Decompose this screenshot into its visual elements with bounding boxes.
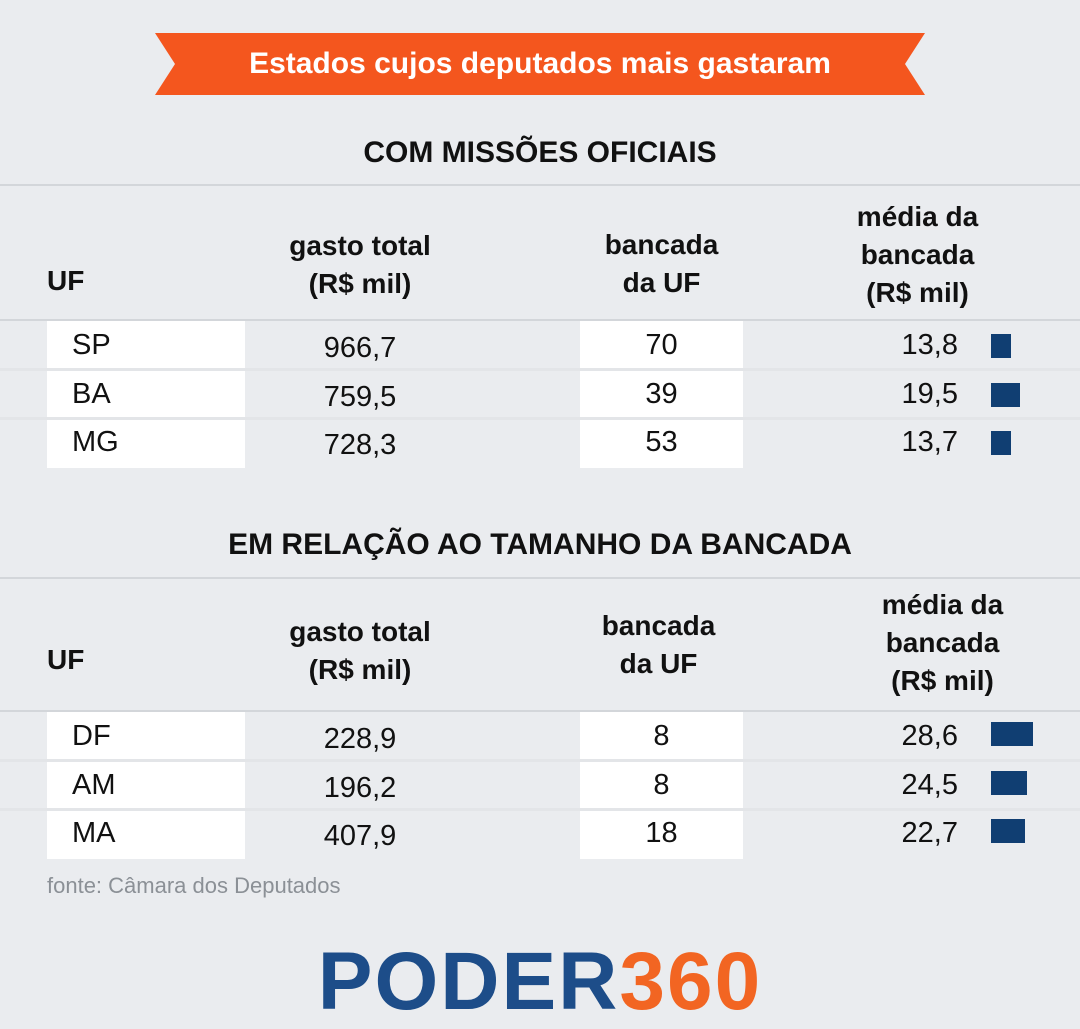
cell-media: 13,7 (901, 426, 958, 458)
section-title-tamanho: EM RELAÇÃO AO TAMANHO DA BANCADA (228, 528, 852, 561)
media-bar (991, 431, 1011, 455)
cell-uf: BA (72, 378, 111, 410)
header-bancada-line2: da UF (619, 648, 698, 679)
title-banner: Estados cujos deputados mais gastaram (155, 33, 925, 95)
media-bar (991, 771, 1027, 795)
cell-uf: DF (72, 720, 111, 752)
row-divider (0, 808, 1080, 811)
cell-bancada: 53 (645, 426, 678, 458)
header-uf: UF (47, 265, 85, 296)
cell-gasto: 228,9 (323, 723, 397, 755)
header-gasto-line1: gasto total (289, 616, 431, 647)
header-media-line3: (R$ mil) (891, 665, 994, 696)
banner-ribbon-shape (155, 33, 925, 95)
poder360-logo: PODER360 (0, 935, 1080, 1029)
section-title-missoes: COM MISSÕES OFICIAIS (363, 136, 717, 169)
cell-uf: MA (72, 817, 116, 849)
header-bancada: bancada da UF (572, 607, 745, 683)
header-bancada: bancada da UF (575, 226, 748, 302)
header-media-line1: média da (881, 589, 1004, 620)
uf-column-bg (47, 321, 245, 468)
bancada-column-bg (580, 712, 743, 859)
cell-gasto: 966,7 (323, 332, 397, 364)
header-media-line3: (R$ mil) (866, 277, 969, 308)
header-gasto-line2: (R$ mil) (308, 654, 412, 685)
cell-bancada: 8 (653, 720, 670, 752)
bancada-column-bg (580, 321, 743, 468)
header-gasto-line1: gasto total (289, 230, 431, 261)
cell-media: 24,5 (901, 769, 958, 801)
header-gasto: gasto total (R$ mil) (245, 613, 475, 689)
row-divider (0, 417, 1080, 420)
media-bar (991, 334, 1011, 358)
cell-uf: MG (72, 426, 119, 458)
cell-gasto: 759,5 (323, 381, 397, 413)
header-uf: UF (47, 644, 85, 675)
cell-media: 19,5 (901, 378, 958, 410)
media-bar (991, 819, 1025, 843)
cell-media: 22,7 (901, 817, 958, 849)
source-note: fonte: Câmara dos Deputados (47, 873, 341, 898)
cell-gasto: 407,9 (323, 820, 397, 852)
banner-title: Estados cujos deputados mais gastaram (249, 47, 831, 80)
header-media-line2: bancada (860, 239, 975, 270)
header-media: média da bancada (R$ mil) (830, 198, 1005, 312)
cell-bancada: 18 (645, 817, 678, 849)
cell-bancada: 8 (653, 769, 670, 801)
header-bancada-line2: da UF (622, 267, 701, 298)
header-gasto-line2: (R$ mil) (308, 268, 412, 299)
logo-poder: PODER (317, 936, 620, 1027)
row-divider (0, 759, 1080, 762)
header-media: média da bancada (R$ mil) (855, 586, 1030, 700)
cell-bancada: 70 (645, 329, 678, 361)
divider (0, 710, 1080, 712)
cell-media: 28,6 (901, 720, 958, 752)
logo-360: 360 (619, 936, 763, 1027)
row-divider (0, 368, 1080, 371)
cell-gasto: 196,2 (323, 772, 397, 804)
divider (0, 319, 1080, 321)
uf-column-bg (47, 712, 245, 859)
divider (0, 184, 1080, 186)
cell-uf: AM (72, 769, 116, 801)
cell-media: 13,8 (901, 329, 958, 361)
cell-bancada: 39 (645, 378, 678, 410)
cell-uf: SP (72, 329, 111, 361)
header-bancada-line1: bancada (604, 229, 719, 260)
media-bar (991, 722, 1033, 746)
cell-gasto: 728,3 (323, 429, 397, 461)
divider (0, 577, 1080, 579)
header-media-line2: bancada (885, 627, 1000, 658)
header-media-line1: média da (856, 201, 979, 232)
media-bar (991, 383, 1020, 407)
header-gasto: gasto total (R$ mil) (245, 227, 475, 303)
header-bancada-line1: bancada (601, 610, 716, 641)
